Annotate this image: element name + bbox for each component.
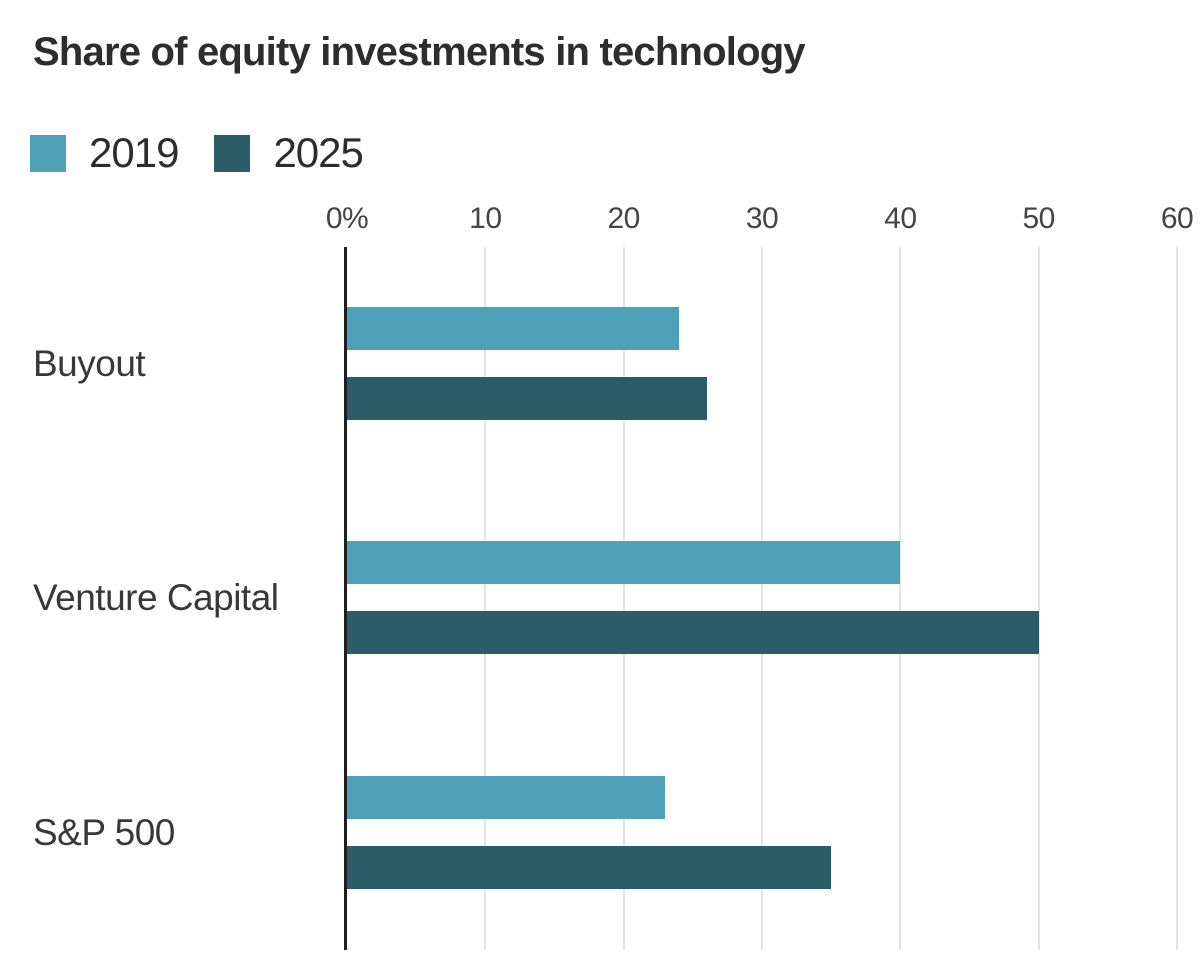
legend-label-2019: 2019	[89, 129, 179, 176]
bar-2019-venture-capital	[347, 541, 901, 584]
gridline-60	[1176, 247, 1178, 950]
bar-2025-venture-capital	[347, 611, 1039, 654]
x-tick-label-10: 10	[469, 202, 502, 235]
bar-2025-buyout	[347, 377, 707, 420]
x-tick-label-50: 50	[1022, 202, 1055, 235]
x-tick-label-40: 40	[884, 202, 917, 235]
bar-2025-s-p-500	[347, 846, 832, 889]
legend-item-2025: 2025	[214, 129, 364, 176]
x-tick-label-0: 0%	[325, 202, 369, 235]
x-tick-label-60: 60	[1160, 202, 1194, 235]
gridline-10	[484, 247, 487, 950]
category-label-s-p-500: S&P 500	[33, 811, 175, 853]
category-label-venture-capital: Venture Capital	[33, 576, 279, 618]
legend-swatch-2019-icon	[30, 134, 66, 172]
legend-item-2019: 2019	[30, 129, 179, 176]
gridline-20	[622, 247, 625, 950]
gridline-30	[761, 247, 763, 950]
gridline-40	[899, 247, 902, 950]
category-label-buyout: Buyout	[33, 342, 146, 384]
bar-2019-s-p-500	[347, 776, 666, 819]
legend-swatch-2025-icon	[214, 134, 251, 172]
bar-2019-buyout	[347, 307, 679, 350]
x-axis-zero-line	[344, 247, 347, 950]
chart-title: Share of equity investments in technolog…	[33, 30, 806, 74]
legend-label-2025: 2025	[273, 129, 363, 176]
x-tick-label-20: 20	[607, 202, 640, 235]
gridline-50	[1037, 247, 1040, 950]
legend: 2019 2025	[30, 129, 364, 176]
x-tick-label-30: 30	[745, 202, 779, 235]
